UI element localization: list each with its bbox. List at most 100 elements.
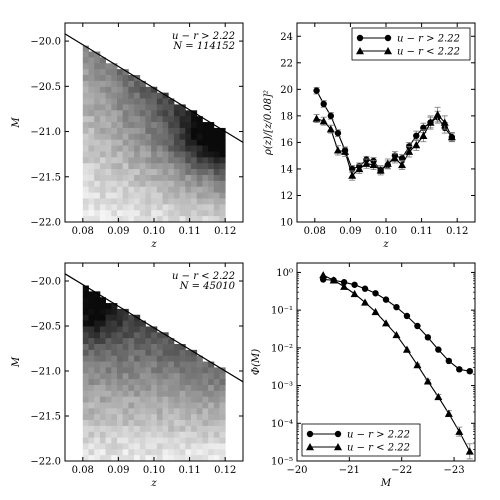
heatmap-cell <box>82 437 89 444</box>
heatmap-cell <box>208 198 215 205</box>
heatmap-cell <box>139 92 146 99</box>
heatmap-cell <box>116 139 124 146</box>
heatmap-cell <box>173 367 181 374</box>
heatmap-cell <box>111 344 118 351</box>
heatmap-cell <box>82 139 89 146</box>
heatmap-cell <box>162 204 169 211</box>
point-circle <box>393 303 400 311</box>
heatmap-cell <box>134 349 141 357</box>
heatmap-cell <box>82 127 89 135</box>
heatmap-cell <box>116 198 124 205</box>
heatmap-cell <box>99 379 106 386</box>
heatmap-cell <box>105 425 112 433</box>
heatmap-cell <box>173 198 181 205</box>
heatmap-cell <box>105 210 112 217</box>
heatmap-cell <box>173 127 181 135</box>
heatmap-cell <box>191 367 198 374</box>
heatmap-cell <box>185 145 192 152</box>
heatmap-cell <box>134 431 141 438</box>
heatmap-cell <box>134 110 141 117</box>
heatmap-cell <box>105 320 112 327</box>
heatmap-cell <box>116 216 124 223</box>
heatmap-cell <box>173 174 181 182</box>
heatmap-cell <box>94 210 101 217</box>
heatmap-cell <box>196 145 203 152</box>
heatmap-cell <box>111 402 118 409</box>
heatmap-cell <box>82 216 89 223</box>
heatmap-cell <box>105 443 112 450</box>
heatmap-cell <box>208 449 215 456</box>
heatmap-cell <box>128 157 135 164</box>
legend-box <box>301 423 421 457</box>
heatmap-cell <box>151 139 158 146</box>
heatmap-cell <box>116 431 124 438</box>
heatmap-cell <box>82 332 89 339</box>
heatmap-cell <box>191 425 198 433</box>
heatmap-cell <box>151 408 158 415</box>
heatmap-cell <box>156 431 163 438</box>
heatmap-cell <box>88 69 95 76</box>
x-axis-label: z <box>382 239 389 250</box>
heatmap-cell <box>128 402 135 409</box>
heatmap-cell <box>111 133 118 141</box>
heatmap-cell <box>134 180 141 188</box>
heatmap-cell <box>128 390 135 398</box>
heatmap-cell <box>202 455 209 462</box>
heatmap-cell <box>156 151 163 158</box>
heatmap-cell <box>94 361 101 368</box>
heatmap-cell <box>179 174 186 182</box>
heatmap-cell <box>99 133 106 141</box>
heatmap-cell <box>134 338 141 345</box>
heatmap-cell <box>122 204 129 211</box>
heatmap-cell <box>105 344 112 351</box>
heatmap-cell <box>82 367 89 374</box>
heatmap-cell <box>99 373 106 380</box>
heatmap-cell <box>219 455 226 462</box>
heatmap-cell <box>185 361 192 368</box>
heatmap-cell <box>196 402 203 409</box>
point-triangle <box>419 131 428 139</box>
heatmap-cell <box>94 133 101 141</box>
heatmap-cell <box>208 367 215 374</box>
heatmap-cell <box>128 216 135 223</box>
heatmap-cell <box>105 75 112 82</box>
heatmap-cell <box>213 390 220 398</box>
heatmap-cell <box>128 145 135 152</box>
heatmap-cell <box>99 139 106 146</box>
heatmap-cell <box>82 98 89 105</box>
y-tick-label: 14 <box>280 164 293 175</box>
heatmap-cell <box>122 139 129 146</box>
heatmap-cell <box>173 122 181 129</box>
point-triangle <box>340 282 349 290</box>
heatmap-cell <box>145 104 152 111</box>
heatmap-cell <box>179 127 186 135</box>
heatmap-cell <box>99 104 106 111</box>
heatmap-cell <box>94 116 101 123</box>
heatmap-cell <box>94 127 101 135</box>
heatmap-cell <box>173 192 181 199</box>
heatmap-cell <box>99 157 106 164</box>
heatmap-cell <box>99 169 106 176</box>
heatmap-cell <box>94 198 101 205</box>
heatmap-cell <box>105 455 112 462</box>
heatmap-cell <box>151 349 158 357</box>
heatmap-cell <box>213 437 220 444</box>
heatmap-cell <box>105 198 112 205</box>
heatmap-cell <box>82 338 89 345</box>
heatmap-cell <box>213 163 220 170</box>
heatmap-cell <box>156 104 163 111</box>
heatmap-cell <box>99 449 106 456</box>
heatmap-cell <box>111 180 118 188</box>
heatmap-cell <box>156 455 163 462</box>
heatmap-cell <box>82 349 89 357</box>
heatmap-cell <box>128 169 135 176</box>
heatmap-cell <box>145 449 152 456</box>
heatmap-cell <box>116 116 124 123</box>
heatmap-cell <box>82 379 89 386</box>
heatmap-cell <box>88 174 95 182</box>
heatmap-cell <box>88 210 95 217</box>
heatmap-cell <box>162 414 169 421</box>
point-triangle <box>405 147 414 155</box>
heatmap-cell <box>134 104 141 111</box>
heatmap-cell <box>116 133 124 141</box>
